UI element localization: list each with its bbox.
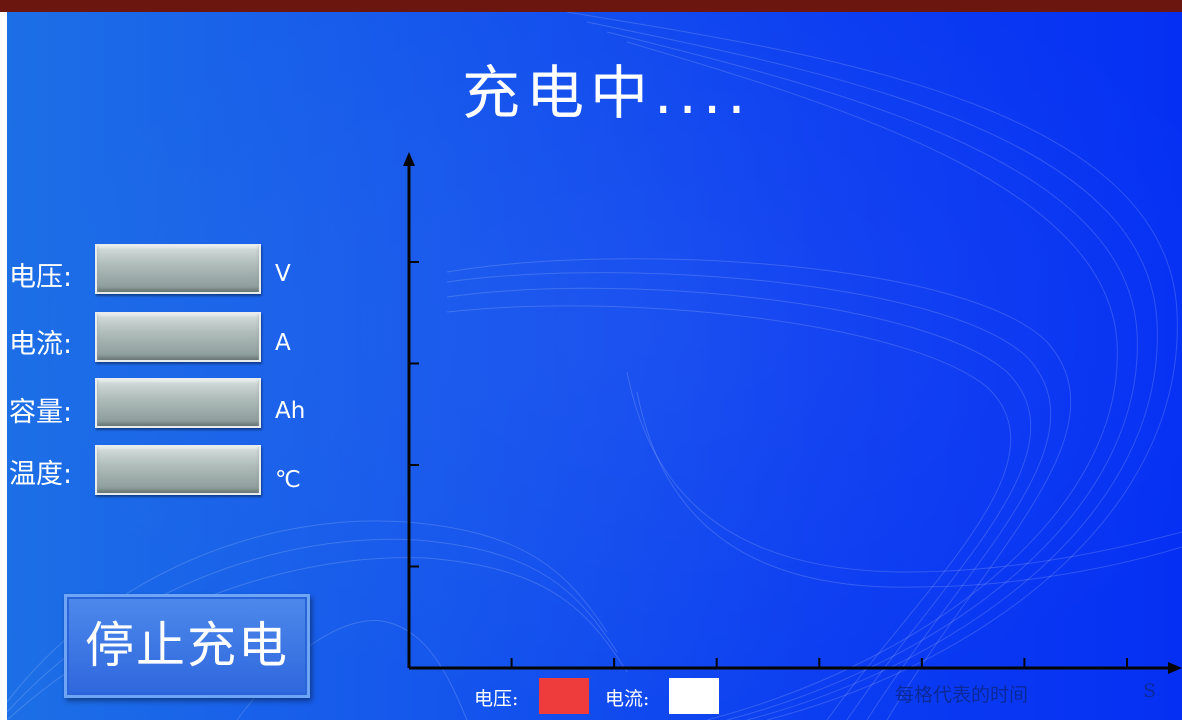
capacity-label: 容量: <box>9 397 73 428</box>
current-unit: A <box>275 330 291 356</box>
legend-current-swatch <box>669 678 719 714</box>
legend-voltage-swatch <box>539 678 589 714</box>
charging-screen: 充电中.... 电压: V 电流: A 容量: Ah 温度: ℃ 停止充电 电压… <box>7 12 1182 720</box>
window-top-border <box>0 0 1182 12</box>
charging-status-title: 充电中.... <box>462 59 752 127</box>
time-per-division-label: 每格代表的时间 <box>895 684 1029 706</box>
voltage-value-field <box>95 244 261 294</box>
current-value-field <box>95 312 261 362</box>
x-axis-arrow <box>1168 662 1182 674</box>
voltage-unit: V <box>275 261 291 287</box>
temperature-label: 温度: <box>9 459 73 490</box>
charging-chart <box>403 152 1182 674</box>
voltage-label: 电压: <box>9 262 73 293</box>
capacity-unit: Ah <box>275 398 306 424</box>
legend-voltage-label: 电压: <box>474 688 519 710</box>
time-unit-label: S <box>1143 680 1157 702</box>
current-label: 电流: <box>9 329 73 360</box>
temperature-unit: ℃ <box>275 467 301 493</box>
temperature-value-field <box>95 445 261 495</box>
stop-charging-button[interactable]: 停止充电 <box>64 594 310 698</box>
legend-current-label: 电流: <box>605 688 650 710</box>
y-axis-arrow <box>403 152 415 166</box>
capacity-value-field <box>95 378 261 428</box>
